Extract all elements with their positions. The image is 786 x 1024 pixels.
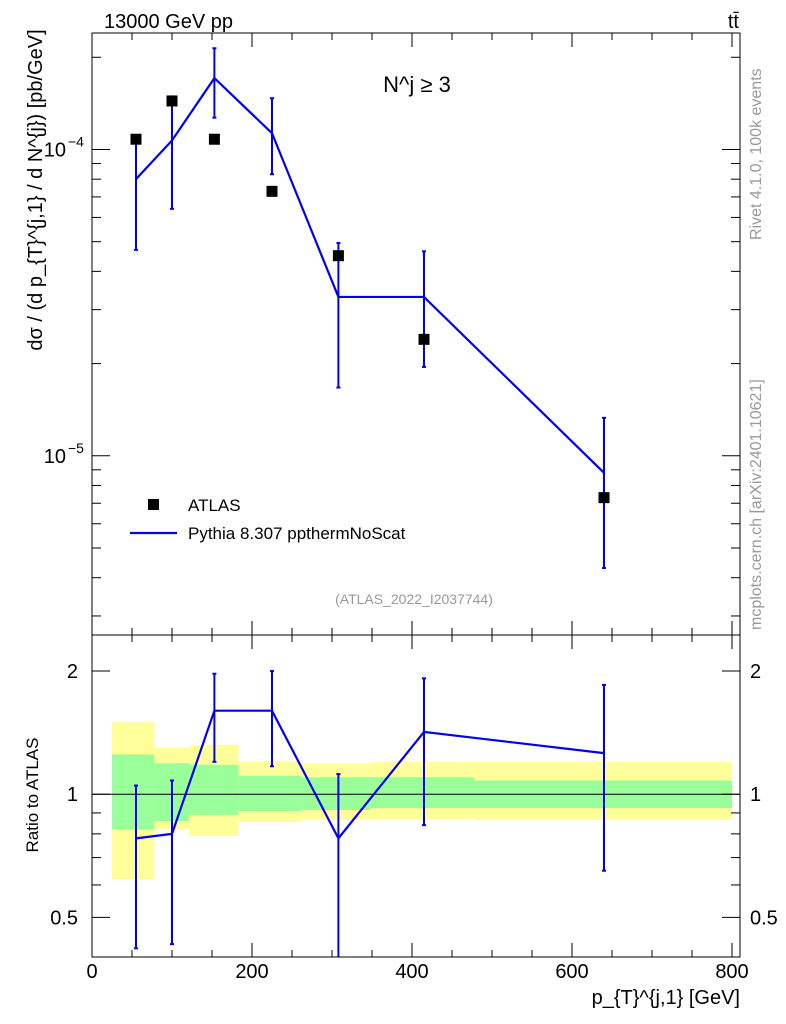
ratio-y-tick-label-right: 0.5 <box>750 907 778 929</box>
ratio-panel-plot <box>92 670 740 957</box>
x-axis-label: p_{T}^{j,1} [GeV] <box>592 987 740 1009</box>
ratio-uncertainty-bands <box>112 722 732 880</box>
band-inner-bin <box>189 764 239 815</box>
analysis-reference: (ATLAS_2022_I2037744) <box>335 591 493 607</box>
legend-pythia-label: Pythia 8.307 ppthermNoScat <box>188 524 406 543</box>
atlas-data-point <box>130 133 142 145</box>
ratio-y-axis-label: Ratio to ATLAS <box>23 738 42 853</box>
band-inner-bin <box>370 777 475 809</box>
ratio-y-tick-label-right: 2 <box>750 661 761 683</box>
ratio-y-tick-label-left: 2 <box>67 661 78 683</box>
energy-label: 13000 GeV pp <box>104 11 233 33</box>
main-y-tick-exponent: −5 <box>68 440 84 456</box>
x-tick-label: 600 <box>555 961 588 983</box>
band-inner-bin <box>301 777 371 810</box>
atlas-data-point <box>332 250 344 262</box>
main-y-axis-label: dσ / (d p_{T}^{j,1} / d N^{j}) [pb/GeV] <box>25 29 47 350</box>
atlas-data-point <box>266 185 278 197</box>
band-inner-bin <box>238 775 302 811</box>
mcplots-reference-label: mcplots.cern.ch [arXiv:2401.10621] <box>748 379 765 630</box>
x-tick-label: 200 <box>235 961 268 983</box>
process-label: tt̄ <box>728 11 740 33</box>
x-tick-label: 400 <box>395 961 428 983</box>
atlas-data-point <box>598 492 610 504</box>
ratio-panel-frame <box>91 634 741 958</box>
legend: ATLAS Pythia 8.307 ppthermNoScat <box>130 496 406 543</box>
ratio-y-tick-label-right: 1 <box>750 784 761 806</box>
legend-atlas-label: ATLAS <box>188 496 241 515</box>
main-panel-plot <box>130 47 610 570</box>
atlas-data-point <box>208 133 220 145</box>
main-pythia-line <box>135 76 605 474</box>
ratio-y-tick-label-left: 1 <box>67 784 78 806</box>
main-y-tick-label: 10 <box>44 139 66 161</box>
main-y-tick-exponent: −4 <box>68 133 84 149</box>
rivet-version-label: Rivet 4.1.0, 100k events <box>748 68 765 240</box>
atlas-data-point <box>418 333 430 345</box>
legend-atlas-marker <box>148 499 159 510</box>
jet-multiplicity-label: N^j ≥ 3 <box>383 72 451 97</box>
main-panel-frame <box>91 32 741 636</box>
main-y-tick-label: 10 <box>44 446 66 468</box>
atlas-data-point <box>166 95 178 107</box>
x-tick-label: 800 <box>715 961 748 983</box>
band-inner-bin <box>112 754 155 830</box>
x-tick-label: 0 <box>86 961 97 983</box>
ratio-y-tick-label-left: 0.5 <box>50 907 78 929</box>
